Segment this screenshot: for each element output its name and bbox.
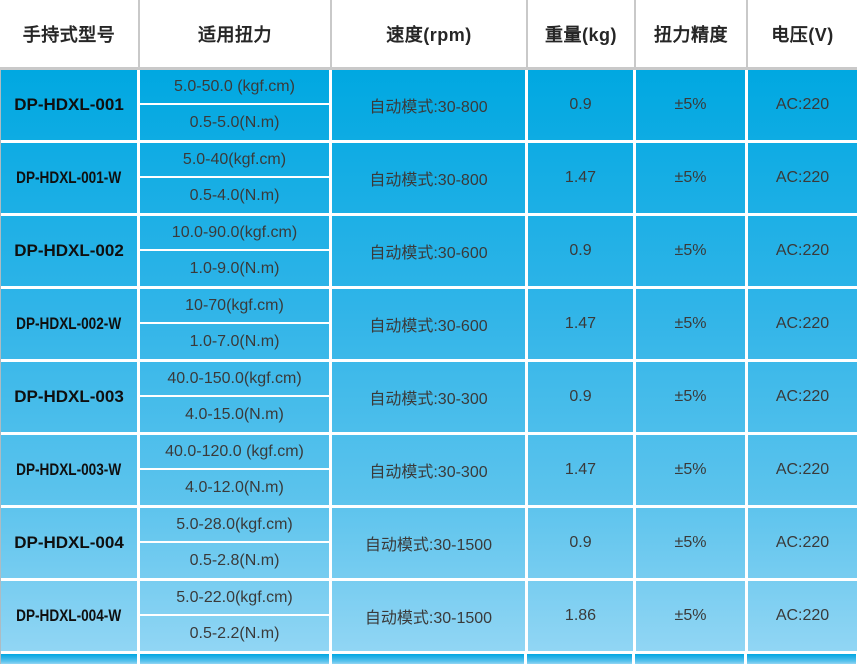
cell-voltage: AC:220 [748,289,857,362]
partial-row [0,654,856,664]
model-label: DP-HDXL-001-W [16,168,122,187]
cell-speed: 自动模式:30-600 [332,216,528,289]
cell-weight: 1.47 [528,143,636,216]
cell-speed: 自动模式:30-800 [332,70,528,143]
model-label: DP-HDXL-002-W [16,314,122,333]
cell-weight: 0.9 [528,216,636,289]
cell-precision: ±5% [636,289,748,362]
cell-weight: 1.86 [528,581,636,654]
cell-torque-kgfcm: 5.0-22.0(kgf.cm) [140,581,329,616]
cell-model: DP-HDXL-003 [1,362,140,435]
cell-speed: 自动模式:30-300 [332,435,528,508]
cell-torque: 5.0-50.0 (kgf.cm) 0.5-5.0(N.m) [140,70,332,143]
cell-torque-kgfcm: 10.0-90.0(kgf.cm) [140,216,329,251]
cell-precision: ±5% [636,581,748,654]
model-label: DP-HDXL-004 [14,533,124,552]
cell-torque: 40.0-120.0 (kgf.cm) 4.0-12.0(N.m) [140,435,332,508]
cell-torque-kgfcm: 40.0-150.0(kgf.cm) [140,362,329,397]
partial-cell [747,654,856,664]
cell-torque: 40.0-150.0(kgf.cm) 4.0-15.0(N.m) [140,362,332,435]
cell-speed: 自动模式:30-1500 [332,508,528,581]
cell-speed: 自动模式:30-800 [332,143,528,216]
cell-voltage: AC:220 [748,216,857,289]
cell-model: DP-HDXL-001-W [1,143,140,216]
cell-torque-nm: 1.0-9.0(N.m) [189,259,280,277]
model-label: DP-HDXL-001 [14,95,124,114]
header-cell-precision: 扭力精度 [636,0,748,67]
cell-precision: ±5% [636,216,748,289]
cell-precision: ±5% [636,143,748,216]
cell-torque-nm: 0.5-2.8(N.m) [189,551,280,569]
cell-torque-kgfcm: 10-70(kgf.cm) [140,289,329,324]
header-cell-torque: 适用扭力 [140,0,332,67]
header-cell-model: 手持式型号 [0,0,140,67]
cell-torque: 10.0-90.0(kgf.cm) 1.0-9.0(N.m) [140,216,332,289]
cell-speed: 自动模式:30-300 [332,362,528,435]
cell-torque-nm: 0.5-5.0(N.m) [189,113,280,131]
cell-voltage: AC:220 [748,143,857,216]
cell-voltage: AC:220 [748,508,857,581]
model-label: DP-HDXL-004-W [16,606,122,625]
cell-torque-nm: 0.5-2.2(N.m) [189,624,280,642]
cell-weight: 0.9 [528,362,636,435]
table-body: DP-HDXL-001 5.0-50.0 (kgf.cm) 0.5-5.0(N.… [0,70,857,654]
table-row: DP-HDXL-004-W 5.0-22.0(kgf.cm) 0.5-2.2(N… [1,581,857,654]
cell-precision: ±5% [636,70,748,143]
header-cell-voltage: 电压(V) [771,24,834,45]
cell-torque-nm: 4.0-15.0(N.m) [185,405,284,423]
cell-torque-kgfcm: 5.0-40(kgf.cm) [140,143,329,178]
cell-weight: 0.9 [528,70,636,143]
partial-cell [332,654,528,664]
cell-torque-kgfcm: 40.0-120.0 (kgf.cm) [140,435,329,470]
table-row: DP-HDXL-002 10.0-90.0(kgf.cm) 1.0-9.0(N.… [1,216,857,289]
model-label: DP-HDXL-002 [14,241,124,260]
cell-speed: 自动模式:30-1500 [332,581,528,654]
partial-cell [635,654,748,664]
header-cell-weight: 重量(kg) [528,0,636,67]
table-row: DP-HDXL-003 40.0-150.0(kgf.cm) 4.0-15.0(… [1,362,857,435]
cell-model: DP-HDXL-002-W [1,289,140,362]
cell-voltage: AC:220 [748,435,857,508]
partial-cell [527,654,636,664]
cell-weight: 1.47 [528,289,636,362]
cell-precision: ±5% [636,435,748,508]
table-row: DP-HDXL-004 5.0-28.0(kgf.cm) 0.5-2.8(N.m… [1,508,857,581]
cell-model: DP-HDXL-003-W [1,435,140,508]
header-cell-speed: 速度(rpm) [332,0,528,67]
cell-model: DP-HDXL-004 [1,508,140,581]
cell-weight: 1.47 [528,435,636,508]
model-label: DP-HDXL-003-W [16,460,122,479]
cell-precision: ±5% [636,362,748,435]
table-row: DP-HDXL-002-W 10-70(kgf.cm) 1.0-7.0(N.m)… [1,289,857,362]
cell-model: DP-HDXL-004-W [1,581,140,654]
cell-voltage: AC:220 [748,362,857,435]
cell-torque-nm: 0.5-4.0(N.m) [189,186,280,204]
cell-voltage: AC:220 [748,581,857,654]
table-row: DP-HDXL-001 5.0-50.0 (kgf.cm) 0.5-5.0(N.… [1,70,857,143]
cell-torque-nm: 1.0-7.0(N.m) [189,332,280,350]
partial-cell [1,654,140,664]
cell-torque-nm: 4.0-12.0(N.m) [185,478,284,496]
cell-precision: ±5% [636,508,748,581]
cell-model: DP-HDXL-002 [1,216,140,289]
model-label: DP-HDXL-003 [14,387,124,406]
cell-torque: 5.0-28.0(kgf.cm) 0.5-2.8(N.m) [140,508,332,581]
cell-torque: 5.0-40(kgf.cm) 0.5-4.0(N.m) [140,143,332,216]
cell-speed: 自动模式:30-600 [332,289,528,362]
cell-weight: 0.9 [528,508,636,581]
cell-torque-kgfcm: 5.0-28.0(kgf.cm) [140,508,329,543]
partial-cell [140,654,332,664]
cell-model: DP-HDXL-001 [1,70,140,143]
cell-torque: 5.0-22.0(kgf.cm) 0.5-2.2(N.m) [140,581,332,654]
table-row: DP-HDXL-003-W 40.0-120.0 (kgf.cm) 4.0-12… [1,435,857,508]
table-row: DP-HDXL-001-W 5.0-40(kgf.cm) 0.5-4.0(N.m… [1,143,857,216]
cell-voltage: AC:220 [748,70,857,143]
header-divider [0,67,857,70]
table-header: 手持式型号 适用扭力 速度(rpm) 重量(kg) 扭力精度 电压(V) [0,0,857,67]
cell-torque: 10-70(kgf.cm) 1.0-7.0(N.m) [140,289,332,362]
cell-torque-kgfcm: 5.0-50.0 (kgf.cm) [140,70,329,105]
